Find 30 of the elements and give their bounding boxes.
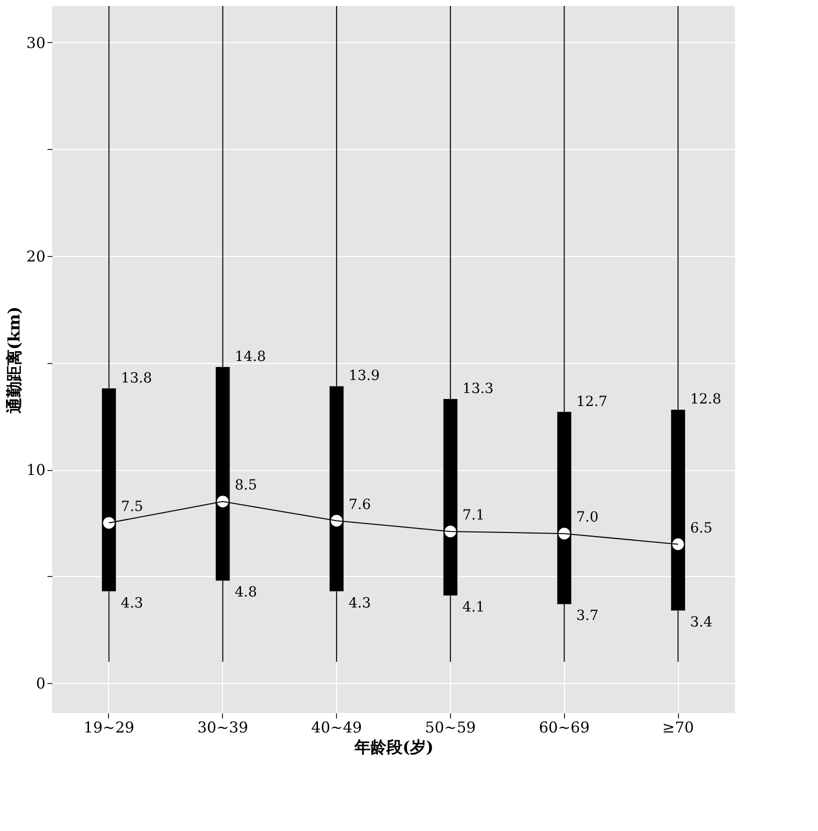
annotation: 14.8 xyxy=(234,348,266,365)
annotation: 4.3 xyxy=(348,595,371,612)
annotation: 13.8 xyxy=(120,370,152,386)
x-tick-label: 60~69 xyxy=(538,718,590,736)
data-label: 7.5 xyxy=(120,498,144,515)
x-tick-label: 40~49 xyxy=(311,718,362,736)
y-tick-label: 10 xyxy=(26,461,46,479)
annotation: 12.7 xyxy=(576,394,608,410)
y-axis-title: 通勤距离(km) xyxy=(4,306,24,415)
data-label: 7.1 xyxy=(462,507,485,524)
y-tick-label: 30 xyxy=(26,34,46,52)
x-tick-label: ≥70 xyxy=(662,718,694,736)
annotation: 4.8 xyxy=(234,584,258,601)
data-label: 7.6 xyxy=(348,496,371,513)
annotation: 4.1 xyxy=(462,600,485,616)
data-label: 6.5 xyxy=(690,520,712,536)
annotation: 13.9 xyxy=(348,368,380,384)
annotation: 3.4 xyxy=(690,614,712,630)
annotation: 3.7 xyxy=(576,608,599,624)
y-tick-label: 0 xyxy=(36,674,46,693)
annotation: 12.8 xyxy=(690,392,722,408)
y-tick-label: 20 xyxy=(26,247,46,266)
x-tick-label: 50~59 xyxy=(425,718,476,736)
annotation: 13.3 xyxy=(462,381,494,398)
annotation: 4.3 xyxy=(120,595,144,612)
x-axis-title: 年龄段(岁) xyxy=(353,738,434,756)
data-label: 7.0 xyxy=(576,510,599,526)
x-tick-label: 19~29 xyxy=(84,718,134,736)
data-label: 8.5 xyxy=(234,478,258,494)
x-tick-label: 30~39 xyxy=(197,718,248,736)
